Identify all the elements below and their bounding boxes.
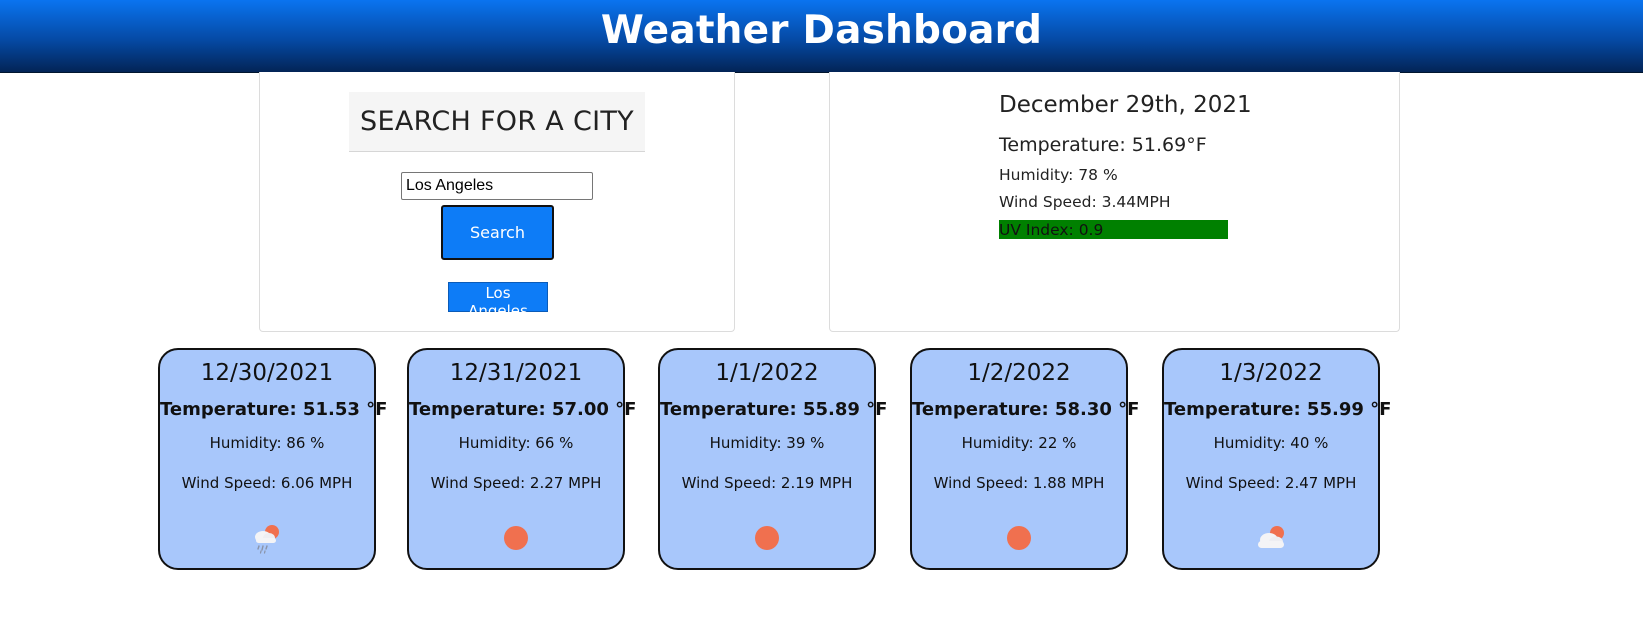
forecast-humidity: Humidity: 39 % <box>709 434 825 452</box>
forecast-date: 12/31/2021 <box>449 360 583 386</box>
current-weather-panel: December 29th, 2021 Temperature: 51.69°F… <box>829 72 1400 332</box>
current-humidity: Humidity: 78 % <box>999 166 1118 184</box>
page-title: Weather Dashboard <box>600 8 1043 53</box>
search-button[interactable]: Search <box>441 205 554 260</box>
city-search-input[interactable] <box>401 172 593 200</box>
sun-icon <box>496 520 536 556</box>
forecast-date: 1/2/2022 <box>967 360 1071 386</box>
current-date: December 29th, 2021 <box>999 92 1252 118</box>
forecast-wind-speed: Wind Speed: 1.88 MPH <box>933 474 1105 492</box>
forecast-humidity: Humidity: 22 % <box>961 434 1077 452</box>
sun-icon <box>747 520 787 556</box>
header-bar: Weather Dashboard <box>0 0 1643 73</box>
forecast-wind-speed: Wind Speed: 2.27 MPH <box>430 474 602 492</box>
forecast-temperature: Temperature: 58.30 °F <box>912 399 1140 420</box>
forecast-temperature: Temperature: 55.89 °F <box>660 399 888 420</box>
forecast-wind-speed: Wind Speed: 2.19 MPH <box>681 474 853 492</box>
current-wind-speed: Wind Speed: 3.44MPH <box>999 193 1171 211</box>
current-temperature: Temperature: 51.69°F <box>999 134 1207 156</box>
search-panel: SEARCH FOR A CITY Search Los Angeles <box>259 72 735 332</box>
forecast-wind-speed: Wind Speed: 6.06 MPH <box>181 474 353 492</box>
cloud-with-sun-icon <box>1251 520 1291 556</box>
forecast-humidity: Humidity: 86 % <box>209 434 325 452</box>
forecast-temperature: Temperature: 51.53 °F <box>160 399 388 420</box>
forecast-temperature: Temperature: 57.00 °F <box>409 399 637 420</box>
rain-with-sun-icon <box>247 520 287 556</box>
uv-index-badge: UV Index: 0.9 <box>999 220 1228 239</box>
forecast-date: 1/1/2022 <box>715 360 819 386</box>
forecast-date: 12/30/2021 <box>200 360 334 386</box>
forecast-humidity: Humidity: 40 % <box>1213 434 1329 452</box>
search-heading: SEARCH FOR A CITY <box>349 92 645 152</box>
sun-icon <box>999 520 1039 556</box>
forecast-card: 12/31/2021 Temperature: 57.00 °F Humidit… <box>407 348 637 570</box>
forecast-humidity: Humidity: 66 % <box>458 434 574 452</box>
forecast-date: 1/3/2022 <box>1219 360 1323 386</box>
forecast-row: 12/30/2021 Temperature: 51.53 °F Humidit… <box>0 348 1643 570</box>
forecast-wind-speed: Wind Speed: 2.47 MPH <box>1185 474 1357 492</box>
forecast-card: 1/2/2022 Temperature: 58.30 °F Humidity:… <box>910 348 1140 570</box>
forecast-card: 1/3/2022 Temperature: 55.99 °F Humidity:… <box>1162 348 1392 570</box>
forecast-card: 1/1/2022 Temperature: 55.89 °F Humidity:… <box>658 348 888 570</box>
history-city-button[interactable]: Los Angeles <box>448 282 548 320</box>
forecast-temperature: Temperature: 55.99 °F <box>1164 399 1392 420</box>
forecast-card: 12/30/2021 Temperature: 51.53 °F Humidit… <box>158 348 388 570</box>
